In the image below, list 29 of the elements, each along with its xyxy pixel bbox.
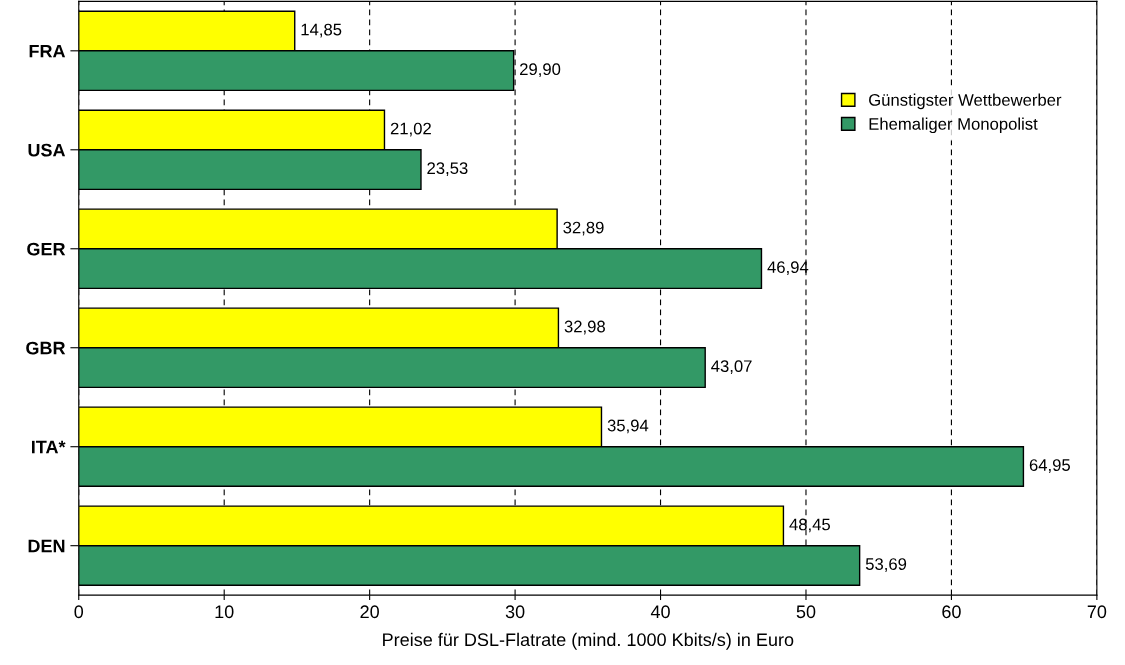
x-tick-label: 70 <box>1087 605 1107 619</box>
y-tick-label: ITA* <box>31 440 66 454</box>
y-tick-label: FRA <box>29 44 66 58</box>
x-axis-title: Preise für DSL-Flatrate (mind. 1000 Kbits/s) in Euro <box>383 632 794 650</box>
y-tick-label: USA <box>28 143 66 157</box>
data-label: 53,69 <box>865 558 907 572</box>
x-tick-label: 50 <box>796 605 816 619</box>
x-tick-label: 40 <box>650 605 670 619</box>
x-tick-label: 30 <box>505 605 525 619</box>
x-tick-label: 10 <box>215 605 234 619</box>
legend-label: Ehemaliger Monopolist <box>869 117 1038 134</box>
y-tick-label: GER <box>27 242 66 256</box>
data-label: 29,90 <box>520 63 561 78</box>
data-label: 46,94 <box>767 261 809 275</box>
x-tick-label: 60 <box>942 605 961 619</box>
y-tick-label: GBR <box>26 341 66 355</box>
data-label: 64,95 <box>1029 459 1070 473</box>
x-tick-label: 20 <box>360 605 379 619</box>
data-label: 48,45 <box>789 518 830 533</box>
x-tick-label: 0 <box>74 605 84 619</box>
legend-label: Günstigster Wettbewerber <box>869 93 1062 110</box>
data-label: 32,98 <box>564 320 605 335</box>
data-label: 14,85 <box>301 23 342 38</box>
y-tick-label: DEN <box>28 539 65 553</box>
data-label: 35,94 <box>607 419 649 434</box>
data-label: 21,02 <box>390 122 431 137</box>
data-label: 23,53 <box>427 162 468 177</box>
data-label: 32,89 <box>563 221 604 236</box>
data-label: 43,07 <box>711 360 752 374</box>
